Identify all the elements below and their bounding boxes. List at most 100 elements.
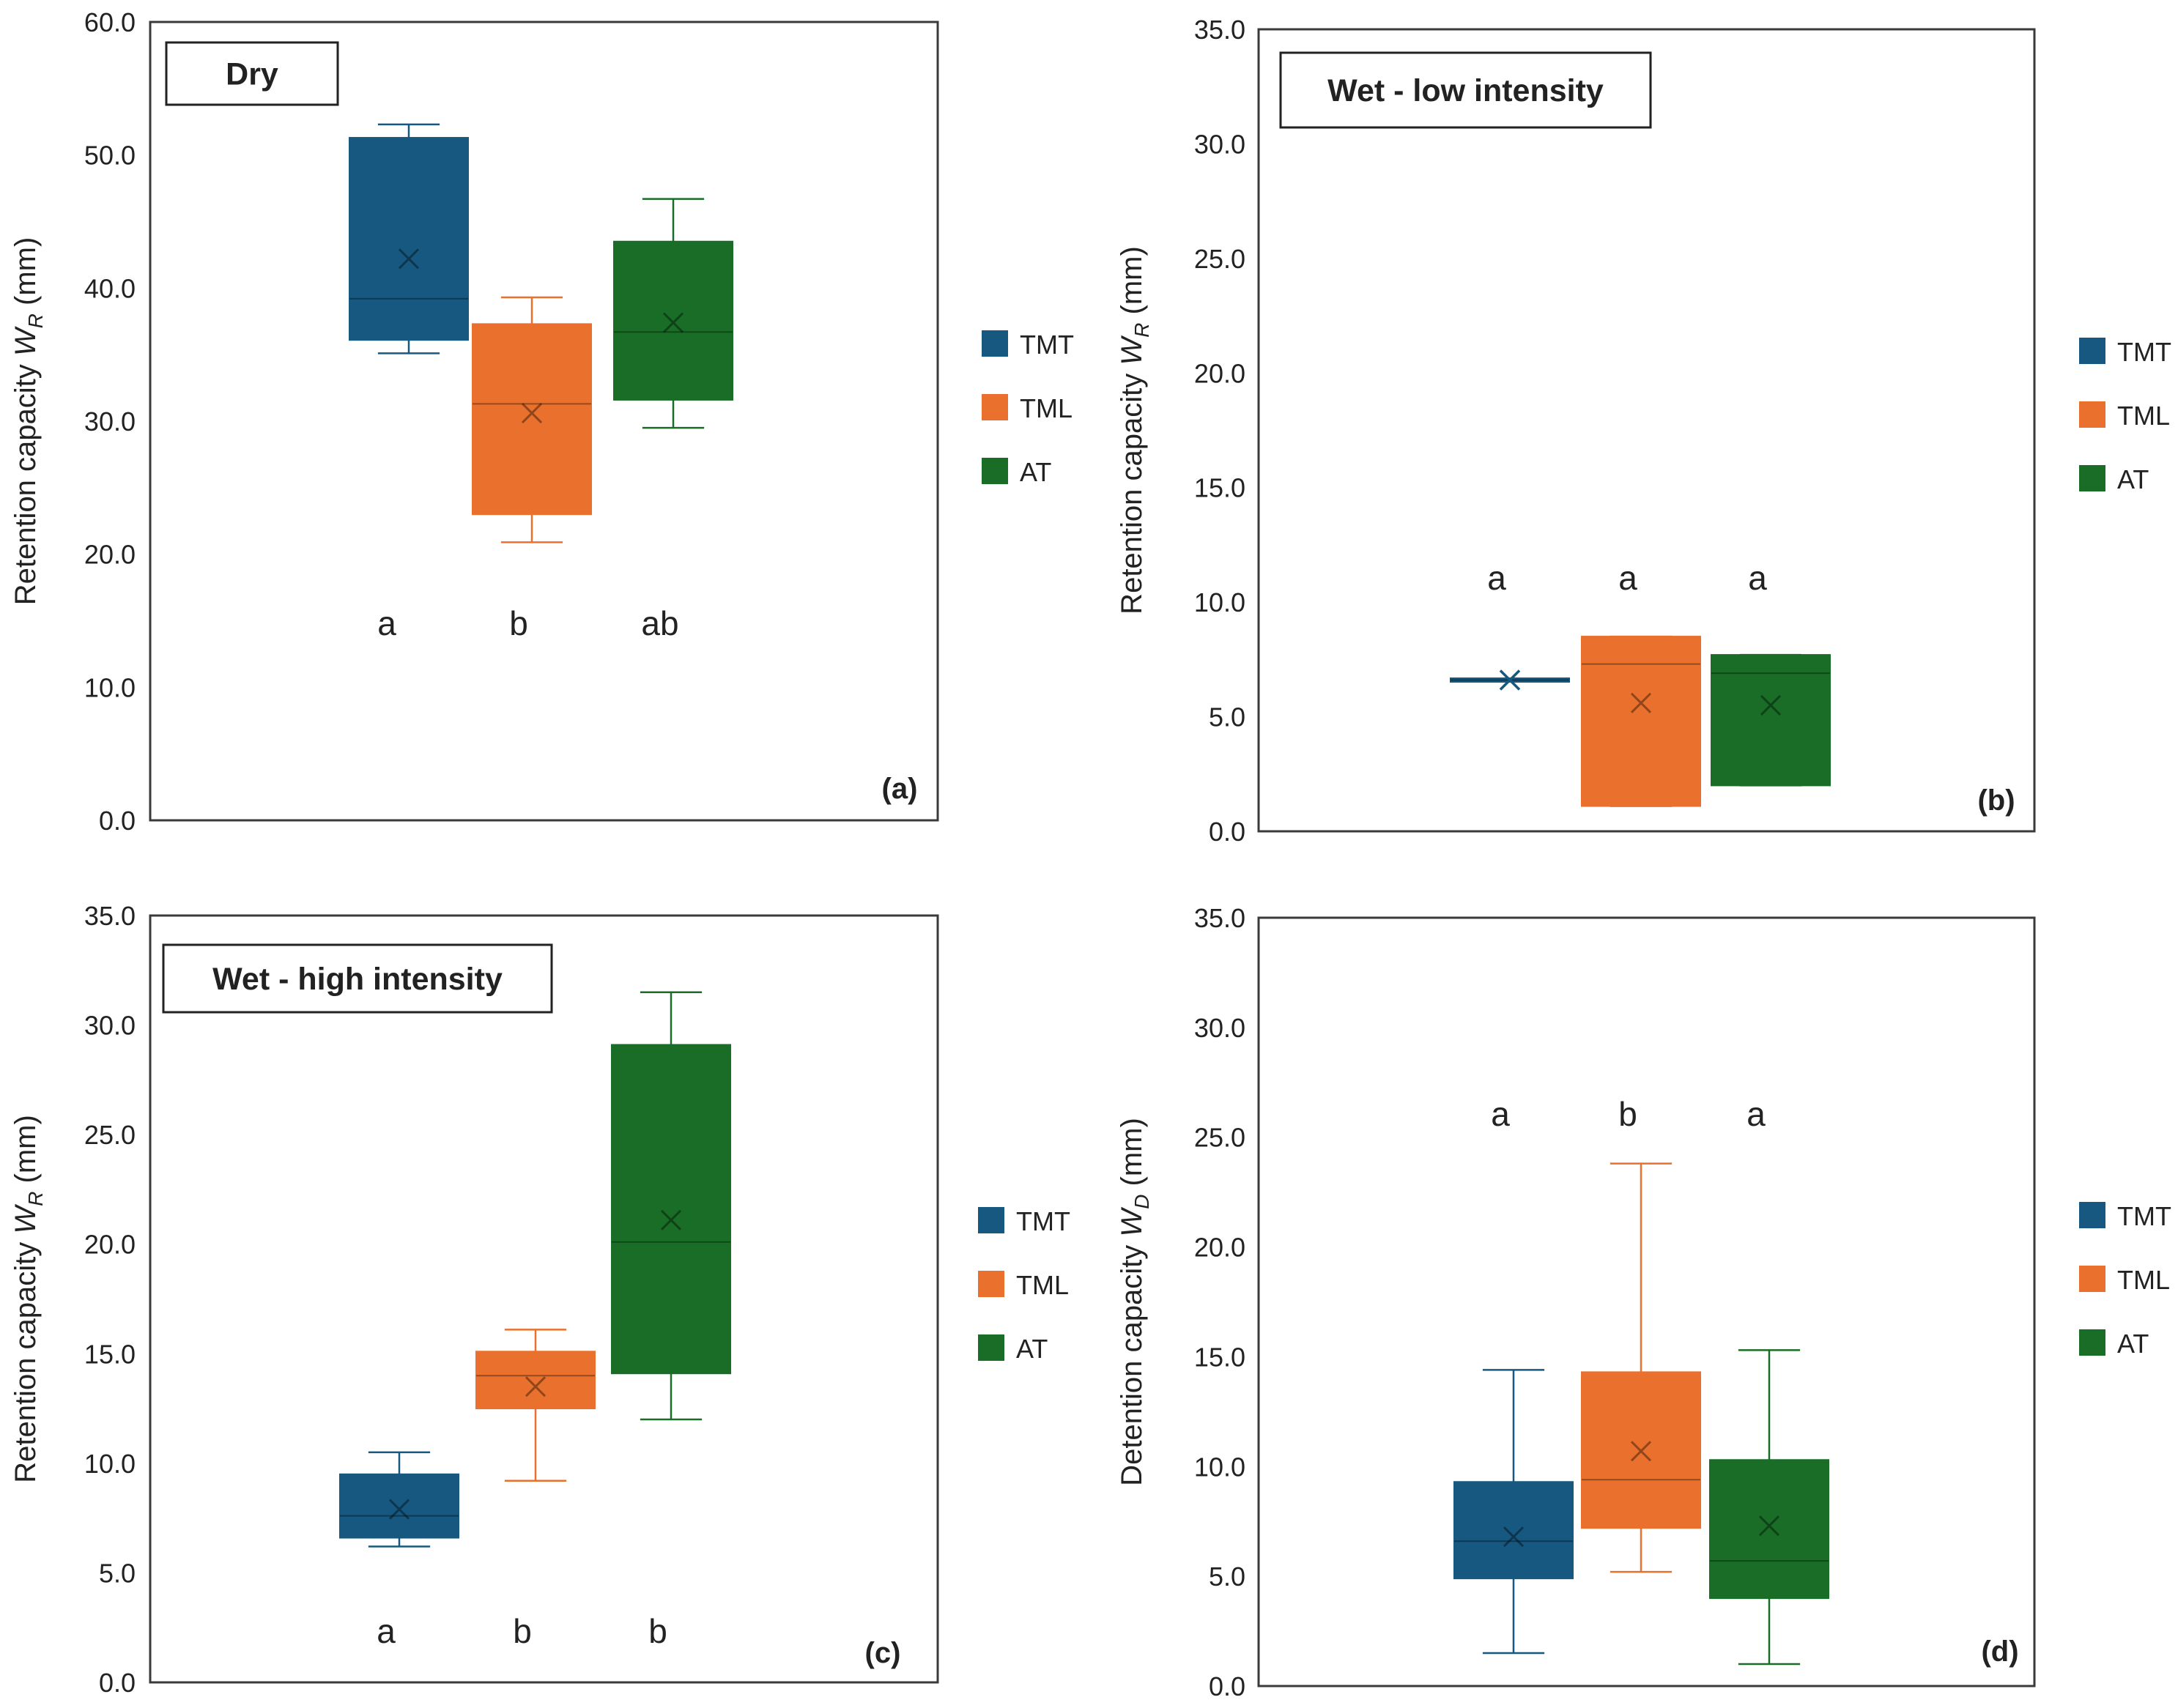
- box-tml: [1581, 635, 1701, 807]
- legend: TMT TML AT: [982, 330, 1074, 487]
- panel-tag: (a): [882, 773, 918, 805]
- mean-marker: [1758, 1515, 1780, 1537]
- box-tml: [1581, 1162, 1701, 1573]
- box-tmt: [339, 1451, 459, 1548]
- y-axis-label-variable: W: [10, 1204, 42, 1234]
- significance-letter: a: [1618, 559, 1637, 597]
- legend-label: AT: [2117, 1329, 2149, 1359]
- y-tick-label: 20.0: [1194, 358, 1245, 388]
- significance-letter: b: [1618, 1095, 1637, 1133]
- y-axis-label-unit: (mm): [1116, 246, 1148, 322]
- y-axis-label-unit: (mm): [10, 1115, 42, 1191]
- mean-marker: [1630, 692, 1652, 713]
- legend-swatch-at: [2079, 465, 2105, 491]
- y-axis-label: Retention capacity WR (mm): [10, 1115, 47, 1483]
- y-tick-label: 10.0: [1194, 587, 1245, 617]
- legend: TMT TML AT: [2079, 337, 2171, 494]
- mean-marker: [1760, 694, 1782, 716]
- y-tick-label: 35.0: [1194, 15, 1245, 45]
- y-axis-label-text: Retention capacity: [1116, 365, 1148, 614]
- y-tick-label: 10.0: [84, 672, 136, 702]
- legend-swatch-tmt: [982, 330, 1008, 357]
- y-tick-label: 20.0: [1194, 1233, 1245, 1263]
- mean-marker: [662, 312, 684, 333]
- y-tick-label: 5.0: [1209, 1562, 1245, 1592]
- legend-label: TML: [2117, 1265, 2170, 1295]
- significance-letter: b: [513, 1612, 532, 1650]
- box-at: [1709, 1349, 1829, 1666]
- box-iqr: [349, 137, 469, 341]
- box-iqr: [475, 1351, 596, 1410]
- legend-swatch-tml: [2079, 401, 2105, 428]
- box-iqr: [472, 323, 592, 516]
- legend: TMT TML AT: [978, 1206, 1070, 1364]
- y-tick-label: 10.0: [1194, 1452, 1245, 1482]
- box-tmt: [1453, 1369, 1574, 1655]
- y-axis-label-unit: (mm): [1116, 1118, 1148, 1194]
- panel-4: 0.0 5.0 10.0 15.0 20.0 25.0 30.0 35.0 Detention …: [1116, 903, 2171, 1701]
- y-tick-label: 15.0: [1194, 1342, 1245, 1372]
- y-axis-label: Retention capacity WR (mm): [10, 237, 47, 606]
- box-at: [611, 991, 731, 1421]
- y-tick-label: 60.0: [84, 7, 136, 37]
- box-iqr: [613, 240, 733, 401]
- plot-frame: [1257, 28, 2036, 833]
- legend-label: TMT: [2117, 337, 2171, 367]
- y-tick-label: 30.0: [84, 406, 136, 437]
- box-tml: [472, 296, 592, 543]
- mean-marker: [1630, 1441, 1652, 1462]
- y-tick-label: 20.0: [84, 1230, 136, 1260]
- y-tick-label: 25.0: [1194, 1123, 1245, 1153]
- legend-swatch-at: [978, 1334, 1004, 1361]
- legend-label: AT: [1020, 457, 1051, 487]
- y-axis-label-variable: W: [1116, 1207, 1148, 1237]
- mean-marker: [398, 248, 420, 270]
- legend-swatch-at: [982, 458, 1008, 484]
- y-axis-label-subscript: R: [1130, 323, 1153, 338]
- box-tmt: [349, 123, 469, 354]
- mean-marker-outline: [1499, 669, 1521, 691]
- plot-frame: [149, 914, 939, 1684]
- significance-letter: a: [1747, 1095, 1766, 1133]
- legend-swatch-tmt: [2079, 1202, 2105, 1228]
- legend-swatch-tml: [978, 1271, 1004, 1297]
- y-axis-label-variable: W: [10, 326, 42, 356]
- box-iqr: [1711, 654, 1831, 787]
- panel-title-box: [162, 943, 553, 1014]
- y-tick-label: 0.0: [1209, 817, 1245, 847]
- mean-marker: [1503, 1526, 1525, 1548]
- y-tick-label: 15.0: [1194, 473, 1245, 503]
- box-at: [1711, 653, 1831, 787]
- panel-title-box: [165, 41, 339, 106]
- box-iqr: [1581, 636, 1701, 807]
- legend-label: TMT: [1020, 330, 1074, 360]
- y-tick-label: 10.0: [84, 1449, 136, 1479]
- panel-tag: (c): [865, 1637, 901, 1669]
- y-axis-label-text: Detention capacity: [1116, 1237, 1148, 1486]
- mean-marker: [660, 1209, 682, 1230]
- panel-tag: (d): [1981, 1635, 2018, 1668]
- legend-swatch-tmt: [978, 1207, 1004, 1233]
- y-tick-label: 40.0: [84, 273, 136, 303]
- legend-swatch-tml: [2079, 1266, 2105, 1292]
- box-iqr: [1581, 1371, 1701, 1529]
- y-tick-label: 0.0: [99, 806, 136, 836]
- y-axis-label: Retention capacity WR (mm): [1116, 246, 1153, 614]
- y-axis-label-text: Retention capacity: [10, 1234, 42, 1483]
- plot-frame: [149, 21, 939, 822]
- box-iqr: [339, 1473, 459, 1539]
- plot-frame: [1257, 916, 2036, 1687]
- panel-2: 0.0 5.0 10.0 15.0 20.0 25.0 30.0 35.0 Retention …: [1116, 15, 2171, 847]
- y-tick-label: 15.0: [84, 1339, 136, 1369]
- box-tml: [475, 1329, 596, 1482]
- legend-swatch-tmt: [2079, 338, 2105, 364]
- y-tick-label: 25.0: [84, 1120, 136, 1150]
- panel-tag: (b): [1977, 784, 2015, 817]
- significance-letter: a: [1748, 559, 1767, 597]
- panel-title: Wet - high intensity: [212, 962, 503, 997]
- y-axis-label-text: Retention capacity: [10, 356, 42, 605]
- y-axis-label-subscript: R: [24, 1192, 47, 1206]
- y-tick-label: 30.0: [1194, 129, 1245, 159]
- y-tick-label: 0.0: [99, 1668, 136, 1698]
